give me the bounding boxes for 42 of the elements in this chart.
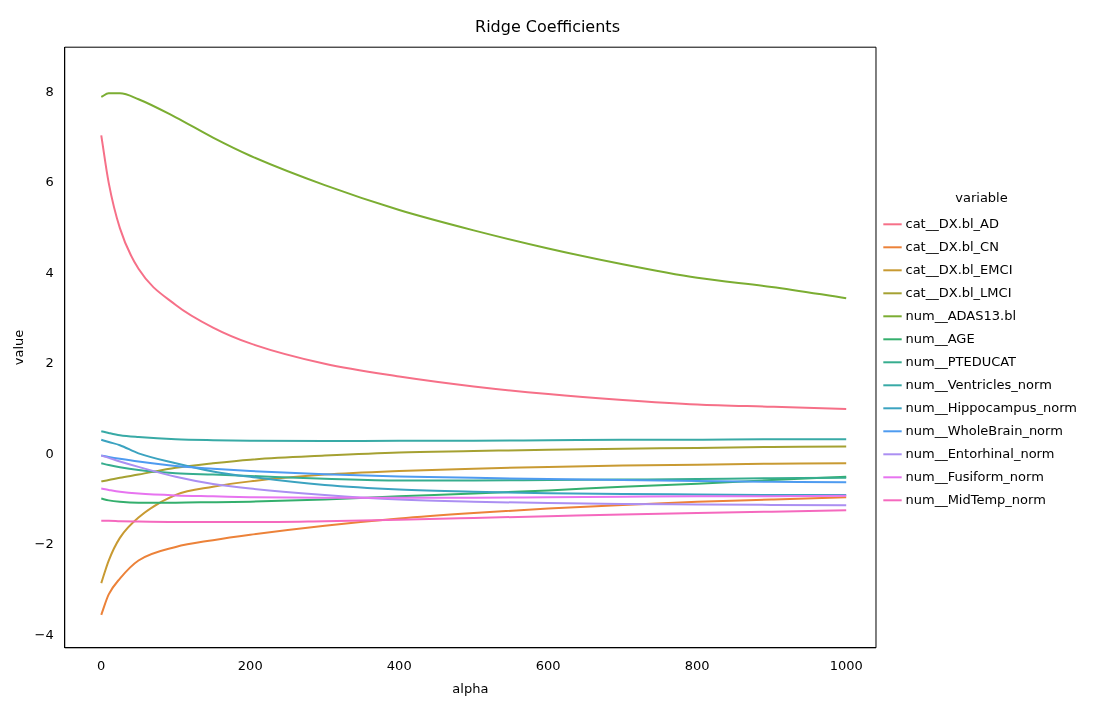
- line-series: [100, 496, 848, 616]
- legend-label: num__AGE: [905, 330, 975, 346]
- line-series: [100, 92, 848, 300]
- legend-label: num__WholeBrain_norm: [905, 422, 1063, 438]
- line-series: [100, 134, 848, 411]
- y-tick-label: −2: [34, 536, 54, 552]
- chart-title: Ridge Coefficients: [475, 16, 620, 36]
- legend-label: num__Fusiform_norm: [905, 468, 1044, 484]
- legend-label: cat__DX.bl_EMCI: [905, 261, 1013, 277]
- line-series: [100, 454, 848, 507]
- legend-title: variable: [955, 190, 1008, 206]
- y-tick-label: 8: [45, 83, 54, 99]
- y-tick-label: −4: [34, 626, 54, 642]
- line-series: [100, 509, 848, 524]
- y-tick-label: 4: [45, 264, 54, 280]
- x-tick-label: 800: [684, 657, 710, 673]
- x-axis-title: alpha: [452, 680, 489, 696]
- x-tick-label: 200: [237, 657, 263, 673]
- x-tick-label: 0: [97, 657, 106, 673]
- legend-label: num__MidTemp_norm: [905, 491, 1046, 507]
- legend-label: cat__DX.bl_AD: [905, 215, 1000, 231]
- x-tick-label: 1000: [829, 657, 863, 673]
- line-series: [100, 445, 848, 483]
- line-series: [100, 430, 848, 443]
- legend-label: cat__DX.bl_CN: [905, 238, 999, 254]
- line-series: [100, 462, 848, 482]
- legend-label: num__Hippocampus_norm: [905, 399, 1078, 415]
- line-series: [100, 475, 848, 504]
- legend-label: num__Entorhinal_norm: [905, 445, 1055, 461]
- line-series: [100, 487, 848, 499]
- y-tick-label: 6: [45, 174, 54, 190]
- legend-label: num__PTEDUCAT: [905, 353, 1017, 369]
- y-tick-label: 2: [45, 355, 54, 371]
- line-series: [100, 462, 848, 585]
- x-tick-label: 600: [535, 657, 561, 673]
- x-tick-label: 400: [386, 657, 412, 673]
- legend-label: num__Ventricles_norm: [905, 376, 1052, 392]
- y-axis-title: value: [11, 329, 27, 366]
- legend-label: cat__DX.bl_LMCI: [905, 284, 1012, 300]
- line-series: [100, 438, 848, 496]
- y-tick-label: 0: [45, 445, 54, 461]
- legend-label: num__ADAS13.bl: [905, 307, 1016, 323]
